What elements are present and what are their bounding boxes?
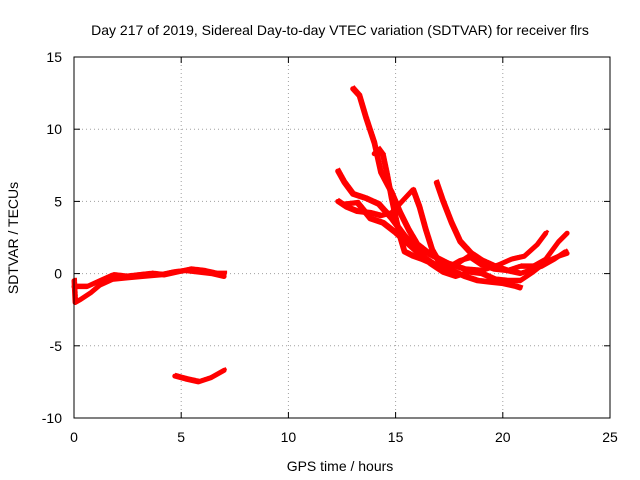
x-tick-label: 10 xyxy=(281,429,297,445)
x-tick-label: 5 xyxy=(177,429,185,445)
y-axis-label: SDTVAR / TECUs xyxy=(5,182,21,294)
y-tick-label: 5 xyxy=(54,193,62,209)
x-axis-label: GPS time / hours xyxy=(287,458,394,474)
series-track-e xyxy=(350,86,549,274)
series-track-i-markers xyxy=(373,145,473,270)
x-tick-label: 0 xyxy=(70,429,78,445)
series-track-i xyxy=(371,146,471,272)
series-track-b-markers xyxy=(74,266,228,287)
series-track-g-markers xyxy=(435,179,569,274)
y-tick-label: 10 xyxy=(46,121,62,137)
series-layer xyxy=(71,85,571,385)
chart-title: Day 217 of 2019, Sidereal Day-to-day VTE… xyxy=(91,22,589,38)
y-tick-label: 15 xyxy=(46,49,62,65)
y-tick-label: -10 xyxy=(42,410,62,426)
axes: 0 5 10 15 20 25 -10 -5 0 5 10 15 xyxy=(42,49,618,445)
series-track-e-markers xyxy=(352,85,550,271)
series-track-f-markers xyxy=(337,185,524,289)
x-tick-label: 20 xyxy=(495,429,511,445)
grid xyxy=(74,57,610,418)
series-track-c-markers xyxy=(174,366,228,382)
x-tick-label: 15 xyxy=(388,429,404,445)
y-tick-label: 0 xyxy=(54,266,62,282)
y-tick-label: -5 xyxy=(50,338,63,354)
x-tick-label: 25 xyxy=(602,429,618,445)
plot-frame xyxy=(73,56,611,419)
